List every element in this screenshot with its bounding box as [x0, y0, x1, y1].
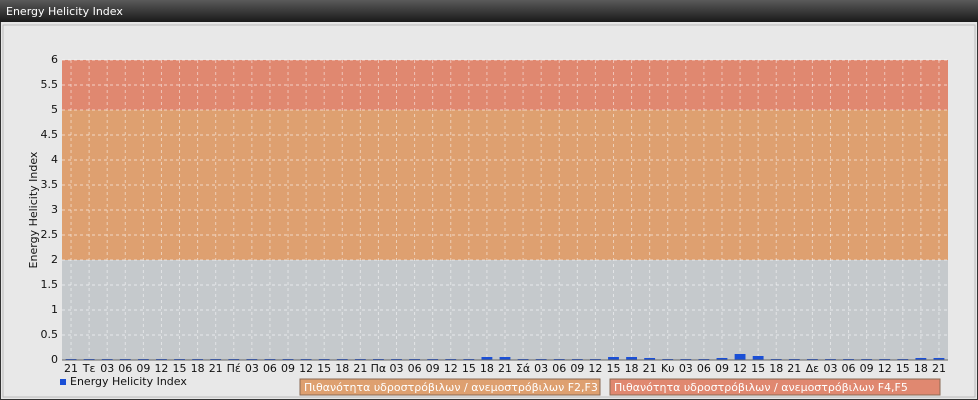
x-tick-label: 21	[498, 362, 512, 375]
x-tick-label: 09	[426, 362, 440, 375]
x-tick-label: 15	[462, 362, 476, 375]
x-tick-label: 12	[444, 362, 458, 375]
x-tick-label: 21	[353, 362, 367, 375]
y-tick-label: 5.5	[41, 78, 59, 91]
band-legend-label: Πιθανότητα υδροστρόβιλων / ανεμοστρόβιλω…	[304, 381, 598, 394]
x-tick-label: 18	[191, 362, 205, 375]
x-tick-label: 18	[914, 362, 928, 375]
x-tick-label: 12	[878, 362, 892, 375]
y-tick-label: 5	[51, 103, 58, 116]
x-tick-label: Δε	[806, 362, 820, 375]
x-tick-label: 03	[390, 362, 404, 375]
x-tick-label: 06	[263, 362, 277, 375]
x-tick-label: 12	[588, 362, 602, 375]
bar	[644, 358, 656, 360]
x-tick-label: 06	[552, 362, 566, 375]
x-tick-label: 15	[317, 362, 331, 375]
legend-label: Energy Helicity Index	[70, 375, 187, 388]
window-title: Energy Helicity Index	[6, 5, 123, 18]
band-legend-box	[609, 378, 941, 396]
x-tick-label: 09	[281, 362, 295, 375]
window-header	[0, 0, 978, 22]
y-tick-label: 2	[51, 253, 58, 266]
x-tick-label: Πέ	[227, 362, 241, 375]
y-tick-label: 6	[51, 53, 58, 66]
bar	[481, 357, 493, 360]
bar	[499, 357, 511, 360]
bar	[734, 354, 746, 360]
x-tick-label: 03	[245, 362, 259, 375]
x-tick-label: Τε	[82, 362, 96, 375]
bar	[752, 356, 764, 360]
x-tick-label: 15	[751, 362, 765, 375]
x-tick-label: 03	[679, 362, 693, 375]
y-tick-label: 2.5	[41, 228, 59, 241]
x-tick-label: Κυ	[661, 362, 675, 375]
x-tick-label: Πα	[371, 362, 387, 375]
y-tick-label: 0	[51, 353, 58, 366]
x-tick-label: 15	[606, 362, 620, 375]
y-tick-label: 3.5	[41, 178, 59, 191]
x-tick-label: Σά	[516, 362, 530, 375]
x-tick-label: 15	[896, 362, 910, 375]
band-legend-box	[299, 378, 601, 396]
bar	[608, 357, 619, 360]
y-tick-label: 4	[51, 153, 58, 166]
x-tick-label: 03	[823, 362, 837, 375]
x-tick-label: 18	[335, 362, 349, 375]
x-tick-label: 21	[209, 362, 223, 375]
bar	[915, 358, 927, 360]
y-tick-label: 4.5	[41, 128, 59, 141]
x-tick-label: 18	[625, 362, 639, 375]
x-tick-label: 06	[118, 362, 132, 375]
x-tick-label: 12	[733, 362, 747, 375]
bar	[933, 358, 945, 360]
x-tick-label: 03	[100, 362, 114, 375]
x-tick-label: 18	[480, 362, 494, 375]
x-tick-label: 21	[643, 362, 657, 375]
x-tick-label: 09	[570, 362, 584, 375]
y-tick-label: 1.5	[41, 278, 59, 291]
x-tick-label: 06	[408, 362, 422, 375]
x-tick-label: 21	[932, 362, 946, 375]
x-tick-label: 06	[842, 362, 856, 375]
band-legend-label: Πιθανότητα υδροστρόβιλων / ανεμοστρόβιλω…	[614, 381, 908, 394]
x-tick-label: 09	[715, 362, 729, 375]
x-tick-label: 09	[136, 362, 150, 375]
x-tick-label: 21	[787, 362, 801, 375]
y-axis-label: Energy Helicity Index	[27, 151, 40, 268]
x-tick-label: 21	[64, 362, 78, 375]
x-tick-label: 06	[697, 362, 711, 375]
x-tick-label: 18	[769, 362, 783, 375]
x-tick-label: 09	[860, 362, 874, 375]
bar	[626, 357, 637, 360]
legend-swatch	[60, 379, 66, 385]
bar	[716, 358, 728, 360]
y-tick-label: 1	[51, 303, 58, 316]
x-tick-label: 15	[173, 362, 187, 375]
x-tick-label: 12	[299, 362, 313, 375]
x-tick-label: 03	[534, 362, 548, 375]
x-tick-label: 12	[154, 362, 168, 375]
y-tick-label: 0.5	[41, 328, 59, 341]
y-tick-label: 3	[51, 203, 58, 216]
